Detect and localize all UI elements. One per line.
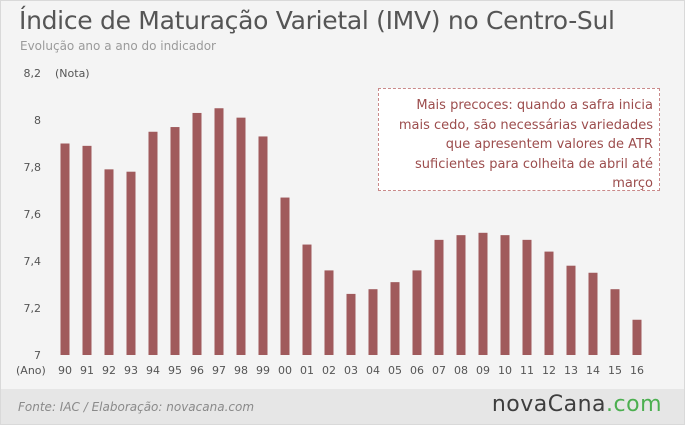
bar-09 xyxy=(478,232,488,355)
bar-97 xyxy=(214,108,224,355)
x-tick-label: 91 xyxy=(80,364,94,377)
bar-10 xyxy=(500,235,510,355)
bar-94 xyxy=(148,131,158,355)
bar-01 xyxy=(302,244,312,355)
x-tick-label: 02 xyxy=(322,364,336,377)
x-tick-label: 01 xyxy=(300,364,314,377)
y-axis-labels: 7 7,2 7,4 7,6 7,8 8 8,2 xyxy=(24,67,42,362)
x-tick-label: 07 xyxy=(432,364,446,377)
x-tick-label: 99 xyxy=(256,364,270,377)
x-tick-label: 00 xyxy=(278,364,292,377)
x-tick-label: 95 xyxy=(168,364,182,377)
y-tick-label: 7,6 xyxy=(24,208,42,221)
y-tick-label: 8,2 xyxy=(24,67,42,80)
x-tick-label: 98 xyxy=(234,364,248,377)
bar-05 xyxy=(390,282,400,355)
bar-93 xyxy=(126,171,136,355)
bar-07 xyxy=(434,239,444,355)
bar-98 xyxy=(236,117,246,356)
y-tick-label: 7,4 xyxy=(24,255,42,268)
bars-group xyxy=(60,108,642,356)
x-tick-label: 05 xyxy=(388,364,402,377)
bar-96 xyxy=(192,112,202,355)
x-tick-label: 92 xyxy=(102,364,116,377)
bar-15 xyxy=(610,289,620,355)
bar-16 xyxy=(632,319,642,355)
x-tick-label: 13 xyxy=(564,364,578,377)
bar-90 xyxy=(60,143,70,355)
bar-chart: 7 7,2 7,4 7,6 7,8 8 8,2 90 91 92 93 94 95 96 97 98 99 00… xyxy=(16,67,644,377)
bar-00 xyxy=(280,197,290,355)
logo-main: novaCana xyxy=(491,392,607,417)
annotation-box: Mais precoces: quando a safra inicia mai… xyxy=(378,88,660,191)
bar-12 xyxy=(544,251,554,355)
x-tick-label: 97 xyxy=(212,364,226,377)
bar-99 xyxy=(258,136,268,355)
y-tick-label: 7,2 xyxy=(24,302,42,315)
chart-subtitle: Evolução ano a ano do indicador xyxy=(20,39,216,53)
novacana-logo: novaCana.com xyxy=(492,392,662,417)
x-tick-label: 96 xyxy=(190,364,204,377)
logo-tld: .com xyxy=(606,392,662,417)
x-tick-label: 10 xyxy=(498,364,512,377)
x-tick-label: 03 xyxy=(344,364,358,377)
chart-title: Índice de Maturação Varietal (IMV) no Ce… xyxy=(19,6,615,35)
bar-95 xyxy=(170,127,180,355)
bar-11 xyxy=(522,239,532,355)
x-tick-label: 94 xyxy=(146,364,160,377)
x-tick-label: 14 xyxy=(586,364,600,377)
bar-03 xyxy=(346,293,356,355)
y-axis-title: (Nota) xyxy=(55,67,90,80)
x-axis-labels: 90 91 92 93 94 95 96 97 98 99 00 01 02 03 04 05 06 07 08 09… xyxy=(58,364,644,377)
footer: Fonte: IAC / Elaboração: novacana.com no… xyxy=(1,389,684,424)
x-tick-label: 09 xyxy=(476,364,490,377)
x-tick-label: 04 xyxy=(366,364,380,377)
y-tick-label: 8 xyxy=(34,114,41,127)
bar-91 xyxy=(82,145,92,355)
x-tick-label: 08 xyxy=(454,364,468,377)
x-tick-label: 06 xyxy=(410,364,424,377)
bar-02 xyxy=(324,270,334,355)
x-axis-title: (Ano) xyxy=(16,364,46,377)
source-note: Fonte: IAC / Elaboração: novacana.com xyxy=(18,400,255,414)
x-tick-label: 16 xyxy=(630,364,644,377)
x-tick-label: 11 xyxy=(520,364,534,377)
x-tick-label: 15 xyxy=(608,364,622,377)
bar-04 xyxy=(368,289,378,355)
x-tick-label: 93 xyxy=(124,364,138,377)
y-tick-label: 7 xyxy=(34,349,41,362)
x-tick-label: 90 xyxy=(58,364,72,377)
bar-92 xyxy=(104,169,114,355)
x-tick-label: 12 xyxy=(542,364,556,377)
bar-13 xyxy=(566,265,576,355)
annotation-text: Mais precoces: quando a safra inicia mai… xyxy=(398,98,653,191)
bar-06 xyxy=(412,270,422,355)
bar-14 xyxy=(588,272,598,355)
bar-08 xyxy=(456,235,466,355)
y-tick-label: 7,8 xyxy=(24,161,42,174)
